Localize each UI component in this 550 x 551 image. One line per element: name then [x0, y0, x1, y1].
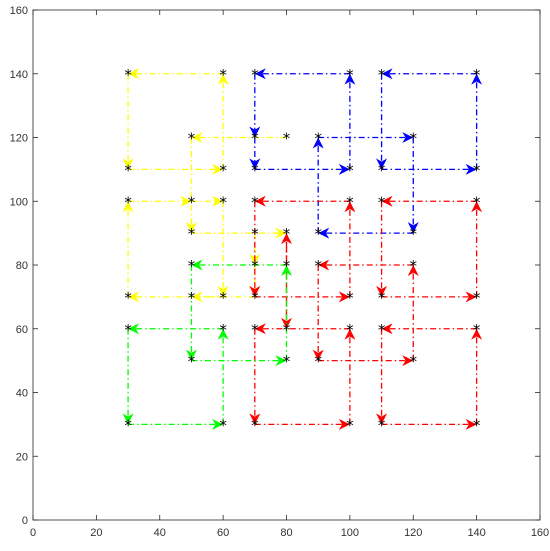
node-marker: * [188, 353, 196, 371]
node-marker: * [124, 289, 132, 307]
y-tick-label: 40 [16, 388, 28, 400]
node-marker: * [473, 416, 481, 434]
x-tick-label: 140 [467, 527, 485, 539]
series-0 [122, 68, 287, 303]
y-tick-label: 20 [16, 451, 28, 463]
node-marker: * [283, 130, 291, 148]
node-marker: * [410, 353, 418, 371]
node-marker: * [410, 130, 418, 148]
node-marker: * [283, 225, 291, 243]
node-marker: * [346, 321, 354, 339]
node-marker: * [124, 321, 132, 339]
y-tick-label: 100 [10, 196, 28, 208]
node-marker: * [251, 225, 259, 243]
node-marker: * [124, 416, 132, 434]
node-layer: * * * * * * * * * * * * * * * * * * * * * * * * * * * * * * * * * * * * * * * *… [124, 66, 481, 435]
node-marker: * [473, 66, 481, 84]
node-marker: * [251, 193, 259, 211]
series-1 [249, 68, 483, 239]
node-marker: * [188, 193, 196, 211]
x-tick-label: 100 [341, 527, 359, 539]
node-marker: * [124, 161, 132, 179]
series-3 [122, 259, 292, 430]
node-marker: * [251, 416, 259, 434]
node-marker: * [473, 321, 481, 339]
x-tick-label: 40 [154, 527, 166, 539]
node-marker: * [251, 130, 259, 148]
y-tick-label: 140 [10, 69, 28, 81]
y-tick-label: 120 [10, 133, 28, 145]
node-marker: * [188, 225, 196, 243]
y-tick-label: 160 [10, 5, 28, 17]
node-marker: * [188, 257, 196, 275]
node-marker: * [251, 161, 259, 179]
node-marker: * [219, 161, 227, 179]
x-tick-label: 160 [531, 527, 549, 539]
node-marker: * [251, 289, 259, 307]
node-marker: * [378, 289, 386, 307]
node-marker: * [283, 353, 291, 371]
node-marker: * [124, 193, 132, 211]
y-tick-label: 0 [22, 515, 28, 527]
node-marker: * [124, 66, 132, 84]
x-tick-label: 20 [90, 527, 102, 539]
node-marker: * [219, 193, 227, 211]
node-marker: * [219, 66, 227, 84]
node-marker: * [346, 193, 354, 211]
node-marker: * [251, 66, 259, 84]
node-marker: * [251, 257, 259, 275]
node-marker: * [378, 321, 386, 339]
node-marker: * [346, 289, 354, 307]
node-marker: * [378, 416, 386, 434]
y-tick-label: 80 [16, 260, 28, 272]
node-marker: * [346, 66, 354, 84]
x-tick-label: 0 [30, 527, 36, 539]
node-marker: * [346, 161, 354, 179]
x-tick-label: 80 [280, 527, 292, 539]
node-marker: * [378, 66, 386, 84]
y-tick-label: 60 [16, 324, 28, 336]
series-layer [122, 68, 483, 430]
node-marker: * [283, 321, 291, 339]
node-marker: * [473, 193, 481, 211]
node-marker: * [219, 416, 227, 434]
axes-layer: 0 20 40 60 80 100 120 140 160 0 20 40 60 80 100 120 140 1… [10, 5, 550, 539]
x-tick-label: 60 [217, 527, 229, 539]
node-marker: * [188, 289, 196, 307]
node-marker: * [378, 161, 386, 179]
node-marker: * [410, 257, 418, 275]
node-marker: * [219, 289, 227, 307]
node-marker: * [188, 130, 196, 148]
node-marker: * [314, 225, 322, 243]
node-marker: * [219, 321, 227, 339]
series-2 [249, 195, 483, 430]
node-marker: * [473, 289, 481, 307]
node-marker: * [473, 161, 481, 179]
node-marker: * [410, 225, 418, 243]
node-marker: * [346, 416, 354, 434]
node-marker: * [314, 257, 322, 275]
node-marker: * [378, 193, 386, 211]
node-marker: * [314, 130, 322, 148]
x-tick-label: 120 [404, 527, 422, 539]
node-marker: * [283, 257, 291, 275]
node-marker: * [251, 321, 259, 339]
node-marker: * [314, 353, 322, 371]
